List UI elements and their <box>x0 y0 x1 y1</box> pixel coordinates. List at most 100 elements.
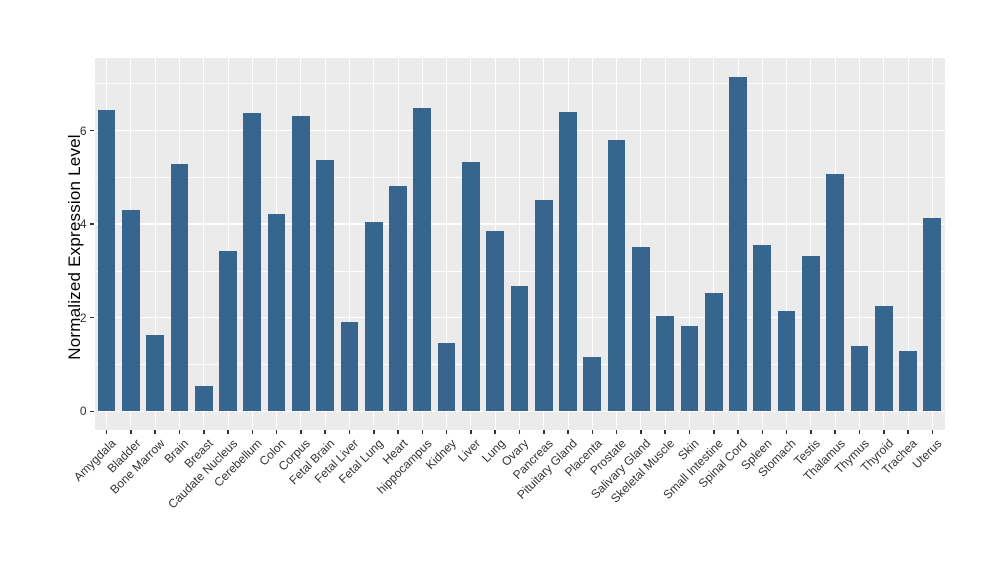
bar-liver <box>462 162 480 412</box>
bar-small-intestine <box>704 293 723 412</box>
x-tick-mark <box>810 430 812 434</box>
x-tick-mark <box>494 430 496 434</box>
vertical-gridline <box>203 58 205 430</box>
x-tick-mark <box>640 430 642 434</box>
y-tick-label: 6 <box>79 123 87 138</box>
bar-thalamus <box>826 173 845 412</box>
vertical-gridline <box>689 58 690 430</box>
x-tick-mark <box>300 430 302 434</box>
x-tick-mark <box>761 430 764 434</box>
bar-trachea <box>899 351 917 412</box>
vertical-gridline <box>907 58 909 430</box>
x-tick-mark <box>130 430 132 434</box>
vertical-gridline <box>640 58 642 430</box>
x-tick-mark <box>397 430 399 434</box>
x-tick-mark <box>883 430 885 434</box>
bar-cerebellum <box>243 112 262 412</box>
x-tick-mark <box>615 430 618 434</box>
vertical-gridline <box>591 58 593 430</box>
y-tick-mark <box>90 223 94 225</box>
bar-corpus <box>292 116 310 412</box>
y-tick-mark <box>90 129 94 132</box>
x-tick-mark <box>445 430 448 434</box>
x-tick-label: Liver <box>454 436 484 465</box>
bar-fetal-brain <box>316 159 335 412</box>
x-tick-mark <box>251 430 254 434</box>
x-tick-mark <box>713 430 715 434</box>
bar-heart <box>389 185 407 412</box>
bar-caudate-nucleus <box>219 250 237 412</box>
x-tick-mark <box>834 430 836 434</box>
plot-panel <box>94 58 945 430</box>
vertical-gridline <box>883 58 885 430</box>
bar-fetal-liver <box>340 322 359 412</box>
x-tick-mark <box>275 430 278 434</box>
vertical-gridline <box>810 58 812 430</box>
y-tick-label: 2 <box>79 310 87 325</box>
major-gridline <box>94 410 945 412</box>
minor-gridline <box>94 270 945 272</box>
bar-bone-marrow <box>146 335 165 412</box>
bar-kidney <box>437 342 456 412</box>
x-tick-mark <box>470 430 472 434</box>
bar-testis <box>802 255 820 412</box>
bar-breast <box>194 385 213 412</box>
y-tick-mark <box>90 410 94 413</box>
x-tick-mark <box>543 430 545 434</box>
bar-thymus <box>850 345 869 412</box>
x-tick-mark <box>591 430 594 434</box>
bar-skeletal-muscle <box>656 315 675 412</box>
bar-colon <box>267 213 286 412</box>
x-tick-mark <box>785 430 788 434</box>
bar-spleen <box>753 244 772 412</box>
x-tick-mark <box>203 430 205 434</box>
x-tick-mark <box>664 430 666 434</box>
bar-hippocampus <box>413 108 432 412</box>
x-tick-mark <box>373 430 375 434</box>
x-tick-mark <box>324 430 326 434</box>
major-gridline <box>94 223 945 225</box>
y-tick-label: 4 <box>79 217 87 232</box>
x-tick-mark <box>154 430 156 434</box>
x-tick-mark <box>227 430 229 434</box>
bar-brain <box>170 164 189 412</box>
vertical-gridline <box>519 58 520 430</box>
y-axis-title: Normalized Expression Level <box>65 134 84 360</box>
x-tick-mark <box>688 430 691 434</box>
bar-bladder <box>122 210 140 412</box>
bar-stomach <box>777 311 796 412</box>
bar-uterus <box>923 218 942 412</box>
vertical-gridline <box>713 58 715 430</box>
vertical-gridline <box>859 58 860 430</box>
major-gridline <box>94 129 945 132</box>
x-tick-mark <box>931 430 934 434</box>
bar-amygdala <box>97 110 116 412</box>
x-tick-mark <box>105 430 108 434</box>
y-tick-mark <box>90 316 94 319</box>
x-tick-mark <box>421 430 424 434</box>
bar-placenta <box>583 357 602 412</box>
bar-salivary-gland <box>632 246 650 412</box>
bar-spinal-cord <box>729 76 747 412</box>
bar-ovary <box>510 285 529 412</box>
vertical-gridline <box>446 58 448 430</box>
x-tick-mark <box>348 430 351 434</box>
x-tick-mark <box>567 430 569 434</box>
bar-thyroid <box>874 305 893 412</box>
vertical-gridline <box>761 58 763 430</box>
vertical-gridline <box>786 58 788 430</box>
bar-prostate <box>607 139 626 412</box>
minor-gridline <box>94 176 945 178</box>
y-tick-label: 0 <box>79 404 87 419</box>
x-tick-mark <box>907 430 909 434</box>
x-tick-mark <box>737 430 739 434</box>
vertical-gridline <box>349 58 350 430</box>
x-tick-mark <box>518 430 521 434</box>
x-tick-mark <box>858 430 861 434</box>
bar-pituitary-gland <box>559 111 577 412</box>
bar-skin <box>680 326 699 412</box>
vertical-gridline <box>227 58 229 430</box>
bar-lung <box>486 230 505 412</box>
bar-fetal-lung <box>364 222 383 412</box>
